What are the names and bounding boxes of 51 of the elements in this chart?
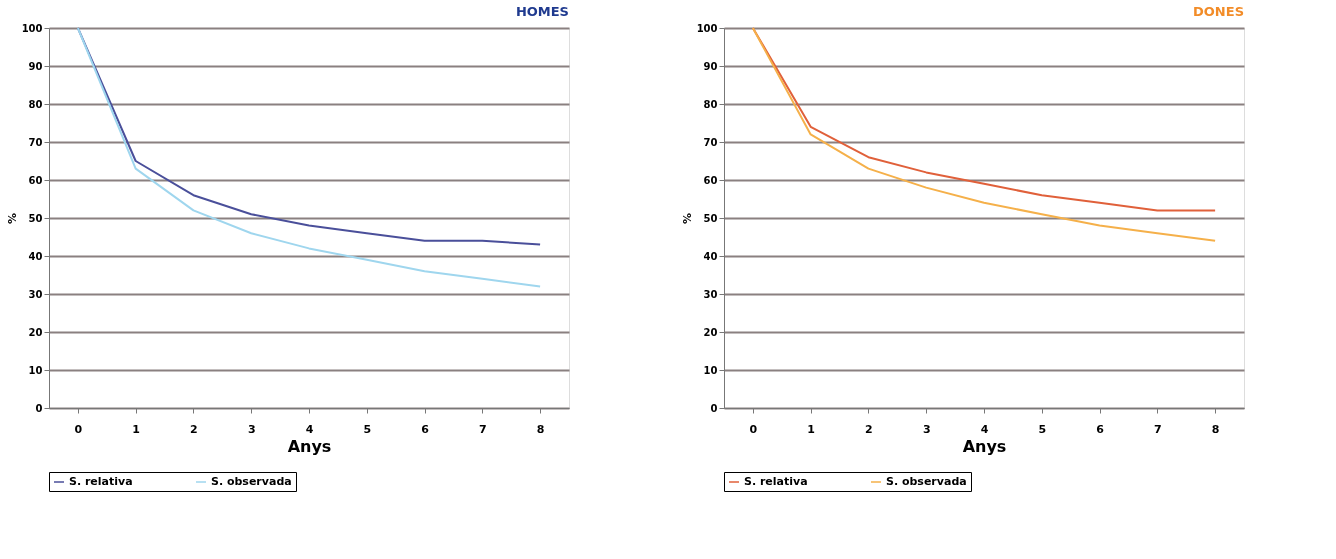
y-tick-label: 10 xyxy=(703,364,718,376)
y-tick-label: 70 xyxy=(703,136,718,148)
y-tick-label: 20 xyxy=(28,326,43,338)
x-tick-label: 3 xyxy=(247,422,256,436)
y-tick-label: 0 xyxy=(35,402,43,414)
chart-title: HOMES xyxy=(515,4,569,19)
y-axis-title: % xyxy=(5,212,19,225)
y-tick-label: 60 xyxy=(28,174,43,186)
y-tick-label: 40 xyxy=(28,250,43,262)
x-tick-label: 6 xyxy=(421,422,430,436)
x-tick-label: 1 xyxy=(807,422,815,436)
y-tick-label: 50 xyxy=(28,212,43,224)
y-tick-label: 30 xyxy=(703,288,718,300)
x-tick-label: 5 xyxy=(1038,422,1047,436)
x-tick-label: 7 xyxy=(479,422,487,436)
y-tick-label: 100 xyxy=(21,22,43,34)
y-tick-label: 30 xyxy=(28,288,43,300)
x-tick-label: 7 xyxy=(1154,422,1162,436)
x-tick-label: 1 xyxy=(132,422,140,436)
y-tick-label: 100 xyxy=(696,22,718,34)
legend-label: S. observada xyxy=(886,475,967,488)
x-tick-label: 3 xyxy=(922,422,931,436)
y-tick-label: 20 xyxy=(703,326,718,338)
x-tick-label: 4 xyxy=(305,422,314,436)
y-tick-label: 60 xyxy=(703,174,718,186)
line-series xyxy=(76,27,542,288)
x-tick-label: 8 xyxy=(536,422,545,436)
x-tick-label: 0 xyxy=(749,422,758,436)
x-tick-label: 4 xyxy=(980,422,989,436)
legend-label: S. observada xyxy=(211,475,292,488)
x-axis-title: Anys xyxy=(287,436,332,456)
x-tick-label: 2 xyxy=(190,422,198,436)
y-tick-label: 50 xyxy=(703,212,718,224)
y-tick-label: 70 xyxy=(28,136,43,148)
y-tick-label: 0 xyxy=(710,402,718,414)
y-axis-title: % xyxy=(680,212,694,225)
x-axis-title: Anys xyxy=(962,436,1007,456)
y-tick-label: 40 xyxy=(703,250,718,262)
y-tick-label: 90 xyxy=(28,60,43,72)
y-tick-label: 80 xyxy=(28,98,43,110)
x-tick-label: 5 xyxy=(363,422,372,436)
y-tick-label: 90 xyxy=(703,60,718,72)
legend-label: S. relativa xyxy=(69,475,133,488)
y-tick-label: 80 xyxy=(703,98,718,110)
x-tick-label: 6 xyxy=(1096,422,1105,436)
x-tick-label: 8 xyxy=(1211,422,1220,436)
x-tick-label: 2 xyxy=(865,422,873,436)
chart-title: DONES xyxy=(1193,4,1244,19)
legend-label: S. relativa xyxy=(744,475,808,488)
y-tick-label: 10 xyxy=(28,364,43,376)
x-tick-label: 0 xyxy=(74,422,83,436)
